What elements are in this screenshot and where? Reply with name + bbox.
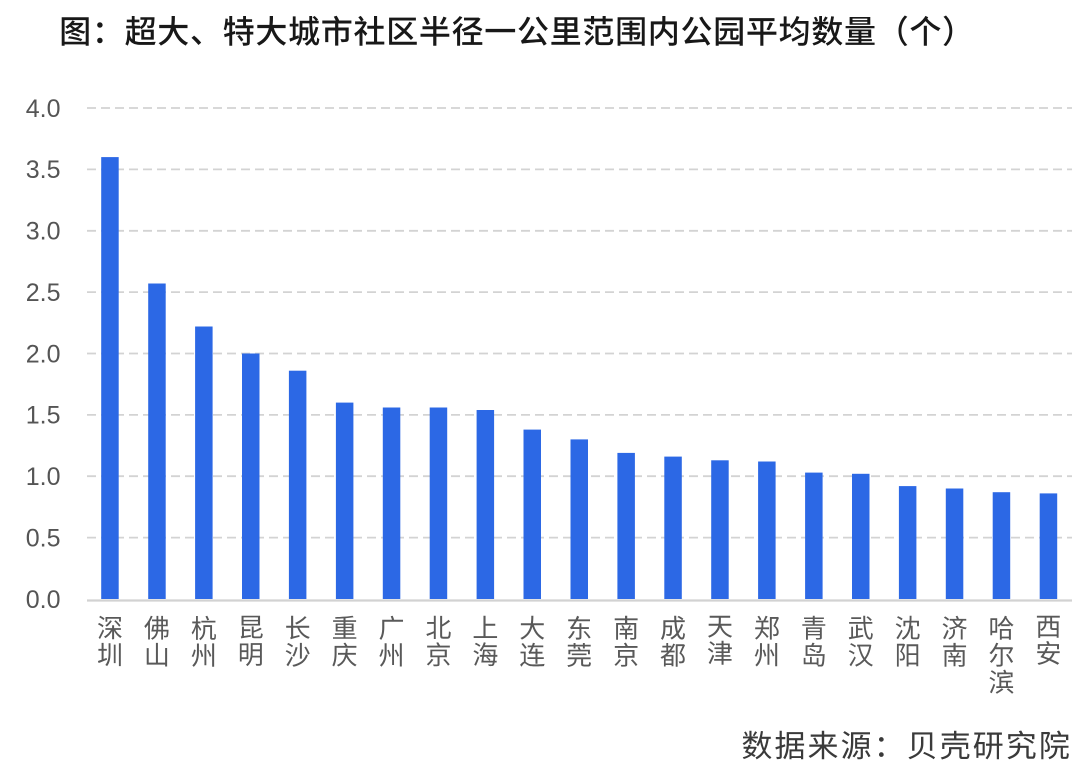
svg-text:0.5: 0.5 [26,524,61,552]
svg-text:1.0: 1.0 [26,463,61,491]
svg-text:1.5: 1.5 [26,402,61,430]
svg-text:4.0: 4.0 [26,95,61,123]
svg-text:2.0: 2.0 [26,340,61,368]
svg-text:0.0: 0.0 [26,586,61,614]
svg-text:2.5: 2.5 [26,279,61,307]
svg-text:3.5: 3.5 [26,156,61,184]
svg-text:3.0: 3.0 [26,218,61,246]
